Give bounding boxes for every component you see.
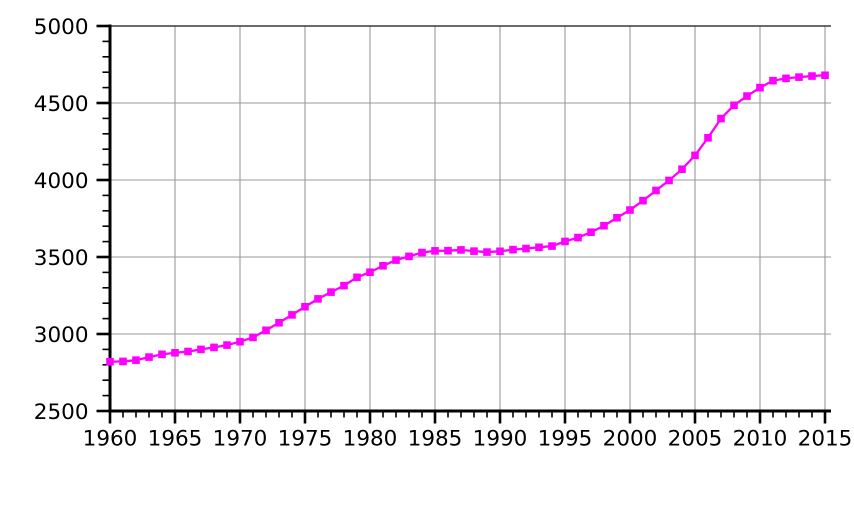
data-point <box>405 252 413 261</box>
data-point <box>353 273 361 282</box>
data-point <box>652 186 660 195</box>
data-point <box>444 246 452 255</box>
data-point <box>119 357 127 366</box>
x-tick-label: 1975 <box>278 427 333 452</box>
data-point <box>418 248 426 257</box>
x-tick-label: 1985 <box>408 427 463 452</box>
x-tick-label: 2000 <box>603 427 658 452</box>
x-tick-label: 1970 <box>213 427 268 452</box>
data-point <box>145 353 153 361</box>
data-point <box>743 92 751 100</box>
y-tick-label: 3500 <box>34 246 89 271</box>
data-point <box>574 233 582 242</box>
data-point <box>223 341 231 349</box>
data-point <box>678 165 686 174</box>
data-point <box>730 101 738 110</box>
x-tick-label: 2005 <box>668 427 723 452</box>
x-tick-label: 1965 <box>148 427 203 452</box>
data-point <box>379 261 387 270</box>
data-point <box>782 74 790 83</box>
series-markers <box>106 71 829 366</box>
data-point <box>522 244 530 253</box>
data-point <box>340 281 348 290</box>
data-point <box>704 134 712 142</box>
data-point <box>158 350 166 359</box>
data-point <box>366 268 374 277</box>
data-point <box>210 343 218 352</box>
x-tick-label: 1980 <box>343 427 398 452</box>
data-point <box>626 206 634 214</box>
data-point <box>184 347 192 356</box>
data-point <box>600 221 608 230</box>
axes <box>108 24 831 413</box>
data-point <box>301 302 309 311</box>
data-point <box>548 242 556 250</box>
data-point <box>171 348 179 357</box>
data-point <box>561 237 569 246</box>
data-point <box>535 243 543 252</box>
data-point <box>769 76 777 85</box>
x-tick-label: 1960 <box>83 427 138 452</box>
x-gridlines <box>174 26 826 411</box>
data-point <box>639 196 647 205</box>
data-point <box>613 213 621 222</box>
data-point <box>288 311 296 319</box>
data-point <box>106 357 114 366</box>
data-point <box>249 333 257 342</box>
data-point <box>483 248 491 256</box>
x-tick-labels: 1960 1965 1970 1975 1980 1985 1990 1995 2000 2005… <box>83 427 853 452</box>
data-point <box>496 247 504 256</box>
data-point <box>470 247 478 255</box>
y-ticks <box>96 24 110 413</box>
data-point <box>795 73 803 81</box>
x-tick-label: 2015 <box>798 427 853 452</box>
data-point <box>665 176 673 185</box>
data-point <box>821 71 829 80</box>
data-point <box>756 83 764 92</box>
data-point <box>262 326 270 335</box>
data-point <box>197 345 205 354</box>
y-tick-labels: 2500 3000 3500 4000 4500 5000 <box>34 15 89 425</box>
y-gridlines <box>108 25 831 335</box>
data-point <box>275 318 283 327</box>
data-point <box>457 246 465 254</box>
data-point <box>691 151 699 160</box>
x-tick-label: 1995 <box>538 427 593 452</box>
data-point <box>392 256 400 264</box>
data-point <box>808 72 816 80</box>
data-point <box>236 337 244 346</box>
y-tick-label: 5000 <box>34 15 89 40</box>
data-point <box>431 247 439 255</box>
data-point <box>587 228 595 237</box>
y-tick-label: 2500 <box>34 400 89 425</box>
x-ticks <box>108 411 827 424</box>
data-point <box>327 288 335 296</box>
data-point <box>132 356 140 364</box>
x-tick-label: 1990 <box>473 427 528 452</box>
y-tick-label: 3000 <box>34 323 89 348</box>
x-tick-label: 2010 <box>733 427 788 452</box>
data-point <box>509 245 517 254</box>
data-point <box>314 295 322 303</box>
y-tick-label: 4000 <box>34 169 89 194</box>
y-tick-label: 4500 <box>34 92 89 117</box>
data-point <box>717 114 725 123</box>
